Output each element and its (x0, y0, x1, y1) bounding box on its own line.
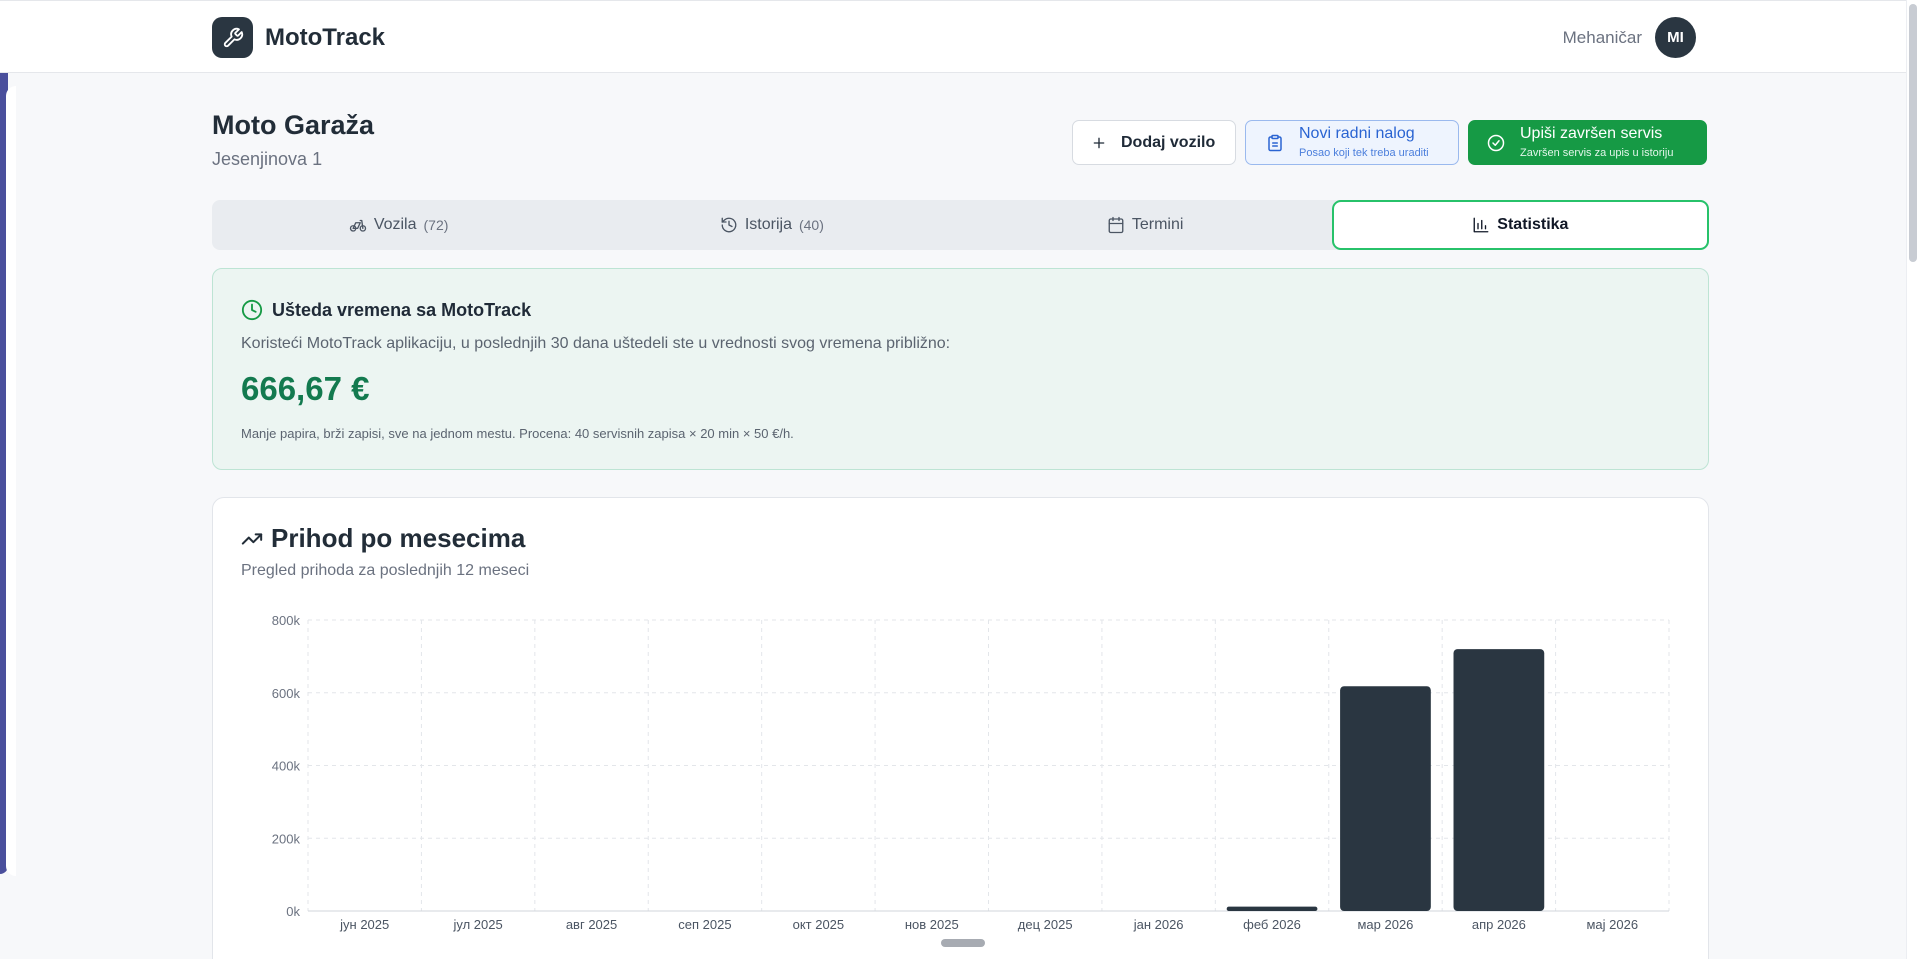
top-bar: MotoTrack Mehaničar MI (0, 0, 1906, 73)
trending-up-icon (241, 528, 263, 550)
chart-bar (1453, 649, 1545, 911)
wrench-icon (212, 17, 253, 58)
tab-appointments[interactable]: Termini (959, 200, 1332, 250)
brand[interactable]: MotoTrack (212, 17, 385, 58)
revenue-card: Prihod po mesecima Pregled prihoda za po… (212, 497, 1709, 959)
time-savings-title: Ušteda vremena sa MotoTrack (241, 299, 531, 321)
x-tick-label: нов 2025 (905, 917, 959, 932)
revenue-heading: Prihod po mesecima (271, 523, 526, 553)
time-savings-description: Koristeći MotoTrack aplikaciju, u posled… (241, 335, 951, 352)
x-tick-label: јун 2025 (339, 917, 389, 932)
y-tick-label: 800k (272, 613, 301, 628)
tab-vehicles[interactable]: Vozila (72) (212, 200, 585, 250)
chart-bar (1226, 906, 1318, 911)
check-circle-icon (1487, 134, 1505, 152)
x-tick-label: сеп 2025 (678, 917, 731, 932)
tab-statistics[interactable]: Statistika (1331, 200, 1709, 250)
new-work-order-label: Novi radni nalog (1299, 124, 1415, 142)
bar-chart-icon (1472, 216, 1490, 234)
x-tick-label: мар 2026 (1357, 917, 1413, 932)
y-tick-label: 600k (272, 686, 301, 701)
new-work-order-hint: Posao koji tek treba uraditi (1299, 147, 1429, 160)
y-tick-label: 200k (272, 831, 301, 846)
y-tick-label: 400k (272, 759, 301, 774)
x-tick-label: феб 2026 (1243, 917, 1301, 932)
calendar-icon (1107, 216, 1125, 234)
clock-icon (241, 299, 263, 321)
new-work-order-button[interactable]: Novi radni nalog Posao koji tek treba ur… (1245, 120, 1459, 165)
time-savings-amount: 666,67 € (241, 370, 370, 407)
clipboard-icon (1266, 134, 1284, 152)
x-tick-label: јан 2026 (1133, 917, 1184, 932)
time-savings-heading: Ušteda vremena sa MotoTrack (272, 299, 532, 320)
plus-icon (1091, 135, 1107, 151)
revenue-subtitle: Pregled prihoda za poslednjih 12 meseci (241, 562, 530, 579)
log-service-button[interactable]: Upiši završen servis Završen servis za u… (1468, 120, 1707, 165)
revenue-title: Prihod po mesecima (241, 523, 525, 554)
page-title: Moto Garaža (212, 110, 375, 140)
x-tick-label: апр 2026 (1472, 917, 1526, 932)
tab-history-label: Istorija (744, 216, 792, 233)
left-edge-accent (0, 48, 8, 874)
left-edge-panel (6, 86, 16, 876)
x-tick-label: јул 2025 (453, 917, 503, 932)
revenue-bar-chart: 0k 200k 400k 600k 800k јун 2025 јул 2025 авг 20… (272, 613, 1670, 932)
user-menu[interactable]: Mehaničar MI (1563, 17, 1696, 58)
chart-bar (1340, 686, 1431, 911)
x-tick-label: авг 2025 (566, 917, 617, 932)
action-buttons: Dodaj vozilo Novi radni nalog Posao koji… (1072, 120, 1707, 165)
tab-history-count: (40) (798, 217, 824, 233)
tab-vehicles-label: Vozila (373, 216, 417, 233)
x-tick-label: окт 2025 (793, 917, 845, 932)
tab-vehicles-count: (72) (423, 217, 449, 233)
history-icon (720, 216, 738, 234)
x-tick-label: мај 2026 (1586, 917, 1638, 932)
scrollbar-thumb[interactable] (1909, 4, 1917, 262)
log-service-hint: Završen servis za upis u istoriju (1520, 147, 1674, 160)
time-savings-note: Manje papira, brži zapisi, sve na jednom… (241, 426, 794, 441)
log-service-label: Upiši završen servis (1520, 124, 1663, 142)
garage-address: Jesenjinova 1 (212, 149, 323, 169)
drag-handle[interactable] (941, 939, 985, 947)
tab-history[interactable]: Istorija (40) (585, 200, 958, 250)
avatar[interactable]: MI (1655, 17, 1696, 58)
page-scrollbar[interactable] (1906, 0, 1920, 959)
user-name: Mehaničar (1562, 27, 1642, 47)
app-name: MotoTrack (265, 23, 386, 51)
add-vehicle-label: Dodaj vozilo (1121, 133, 1216, 151)
tab-bar: Vozila (72) Istorija (40) Termini Statis… (212, 200, 1709, 250)
time-savings-panel: Ušteda vremena sa MotoTrack Koristeći Mo… (212, 268, 1709, 470)
tab-appointments-label: Termini (1131, 216, 1184, 233)
x-tick-label: дец 2025 (1018, 917, 1073, 932)
y-tick-label: 0k (286, 904, 300, 919)
bike-icon (349, 216, 367, 234)
add-vehicle-button[interactable]: Dodaj vozilo (1072, 120, 1236, 165)
tab-statistics-label: Statistika (1497, 216, 1569, 233)
